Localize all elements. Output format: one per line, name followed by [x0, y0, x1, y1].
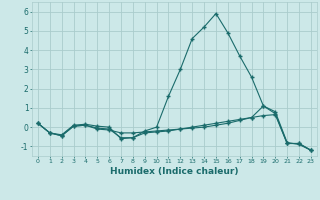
X-axis label: Humidex (Indice chaleur): Humidex (Indice chaleur)	[110, 167, 239, 176]
